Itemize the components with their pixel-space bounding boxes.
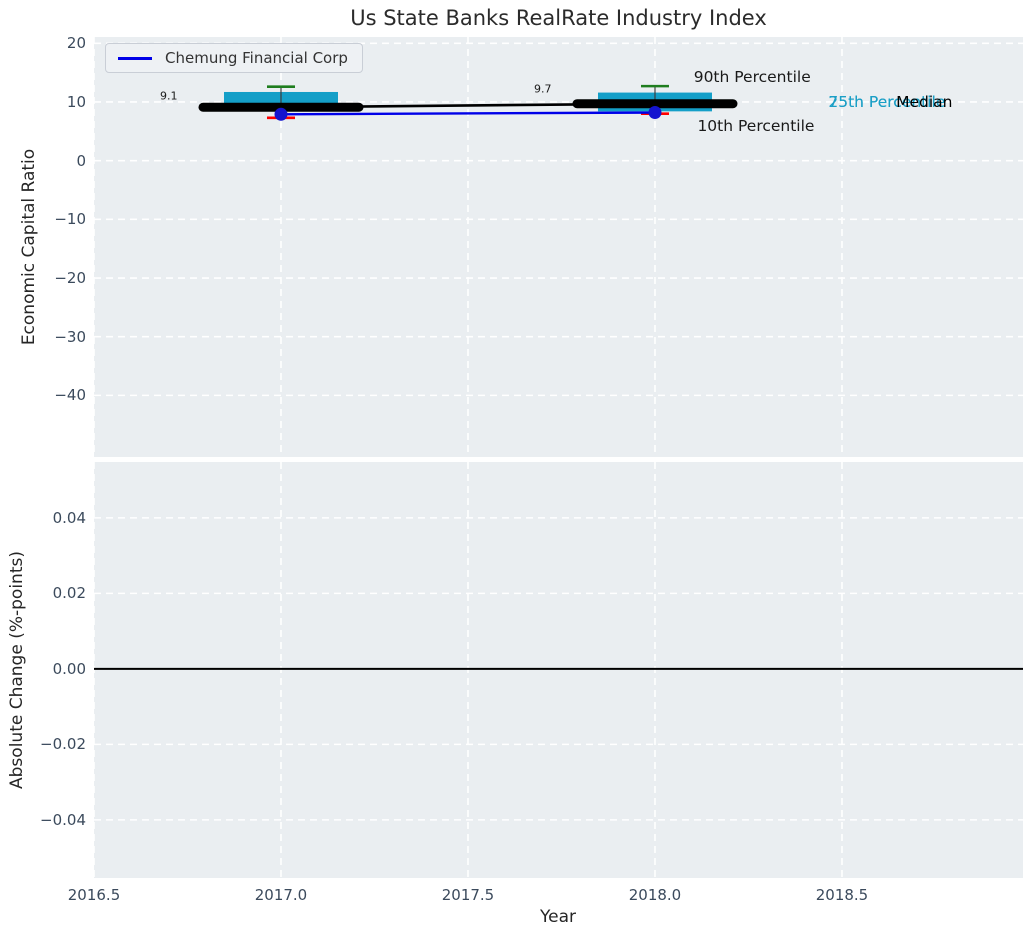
y-tick-label: −20 — [54, 269, 86, 287]
y-tick-label: −0.02 — [40, 735, 86, 754]
y-tick-label: 0.00 — [52, 659, 86, 678]
legend-label: Chemung Financial Corp — [165, 49, 348, 67]
y-tick-label: 0 — [76, 151, 86, 170]
legend[interactable]: Chemung Financial Corp — [105, 43, 363, 73]
annotation-9-1: 9.1 — [160, 89, 178, 103]
annotation-25th-percentile: 25th Percentile — [828, 92, 946, 111]
change-canvas — [94, 462, 1023, 878]
y-tick-label: 0.04 — [52, 508, 86, 527]
y-tick-label: 20 — [66, 34, 86, 53]
x-axis-label: Year — [540, 907, 576, 927]
company-line — [280, 111, 655, 116]
y-tick-label: 10 — [66, 92, 86, 111]
annotation-75th-percentile: 75th Percentile — [828, 92, 946, 111]
x-tick-label: 2017.5 — [441, 886, 495, 904]
boxplot-canvas — [94, 37, 1023, 457]
annotation-90th-percentile: 90th Percentile — [693, 67, 811, 86]
annotation-9-7: 9.7 — [534, 82, 552, 96]
legend-line-icon — [118, 56, 152, 60]
company-marker — [648, 106, 662, 120]
panel-absolute-change — [94, 462, 1023, 878]
x-tick-label: 2017.0 — [254, 886, 308, 904]
company-marker — [274, 107, 288, 121]
y-tick-label: −0.04 — [40, 810, 86, 829]
x-tick-label: 2018.5 — [815, 886, 869, 904]
y-tick-label: 0.02 — [52, 584, 86, 603]
annotation-10th-percentile: 10th Percentile — [697, 117, 815, 136]
y-tick-label: −30 — [54, 327, 86, 346]
x-tick-label: 2018.0 — [628, 886, 682, 904]
panel-economic-capital-ratio — [94, 37, 1023, 457]
annotation-median: Median — [896, 92, 953, 111]
y-tick-label: −40 — [54, 386, 86, 405]
y-tick-label: −10 — [54, 210, 86, 229]
y-axis-label-top: Economic Capital Ratio — [19, 148, 39, 346]
x-tick-label: 2016.5 — [67, 886, 121, 904]
chart-title: Us State Banks RealRate Industry Index — [350, 6, 767, 30]
